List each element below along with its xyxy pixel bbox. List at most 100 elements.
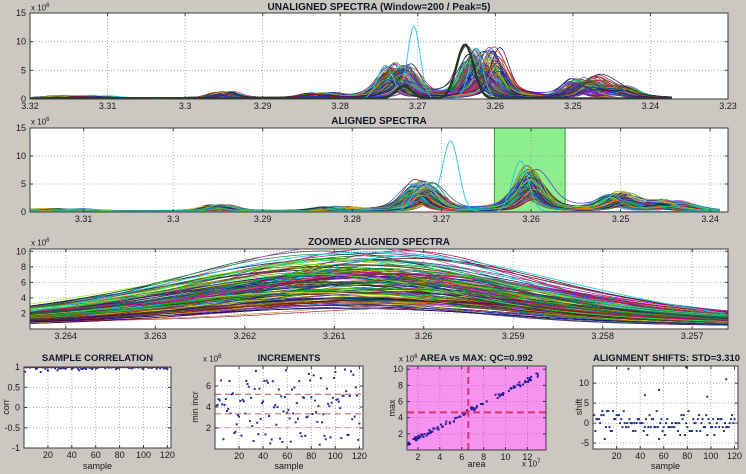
data-point	[80, 368, 83, 370]
data-point	[428, 432, 431, 435]
y-tick-label: 10	[16, 151, 26, 161]
data-point	[104, 367, 107, 370]
x-tick-label: 10	[500, 452, 510, 462]
y-tick-label: 5	[584, 398, 589, 408]
data-point	[720, 418, 723, 421]
data-point	[609, 430, 612, 432]
data-point	[686, 426, 689, 429]
y-tick-label: -0.5	[4, 423, 20, 433]
data-point	[650, 418, 653, 421]
data-point	[702, 426, 705, 429]
axes-box	[592, 365, 739, 450]
data-point	[358, 422, 361, 425]
data-point	[323, 434, 326, 437]
spectrum-line	[30, 259, 728, 316]
data-point	[72, 367, 74, 369]
data-point	[421, 434, 424, 436]
data-point	[530, 379, 532, 382]
x-tick-label: 8	[481, 452, 486, 462]
data-point	[678, 422, 681, 425]
data-point	[535, 372, 538, 375]
data-point	[42, 367, 45, 369]
chart-title-increments: INCREMENTS	[257, 353, 321, 364]
data-point	[258, 387, 261, 390]
data-point	[672, 426, 675, 429]
data-point	[342, 394, 345, 397]
data-point	[537, 373, 539, 376]
x-tick-label: 3.26	[522, 214, 540, 224]
data-point	[220, 379, 222, 382]
data-point	[419, 435, 422, 438]
data-point	[606, 410, 609, 413]
data-point	[141, 367, 144, 370]
y-tick-label: 15	[16, 8, 26, 18]
data-point	[227, 407, 230, 410]
data-point	[613, 418, 616, 421]
data-point	[667, 426, 670, 429]
x-tick-label: 3.264	[55, 331, 78, 341]
data-point	[262, 400, 265, 403]
area-vs-max-plot: 2 4 6 8 10 12 2 4 6 8 10	[393, 364, 547, 462]
data-point	[232, 392, 234, 395]
spectrum-line	[30, 251, 728, 315]
data-point	[699, 430, 702, 432]
data-point	[527, 379, 530, 382]
data-point	[57, 367, 60, 370]
data-point	[84, 367, 86, 369]
data-point	[700, 422, 703, 425]
data-point	[712, 418, 715, 421]
data-point	[307, 372, 310, 375]
data-point	[76, 367, 79, 370]
data-point	[647, 426, 650, 429]
x-tick-label: 3.28	[343, 214, 361, 224]
data-point	[481, 403, 484, 405]
y-tick-label: 8	[398, 380, 403, 390]
data-point	[636, 418, 639, 421]
data-point	[536, 375, 539, 378]
data-point	[502, 394, 504, 396]
data-point	[240, 434, 243, 437]
data-point	[319, 377, 322, 380]
data-point	[646, 434, 649, 436]
xlabel-alignment-shifts: sample	[650, 461, 680, 471]
data-point	[222, 438, 225, 441]
y-tick-label: 6	[206, 381, 211, 391]
data-point	[652, 418, 655, 421]
data-point	[264, 433, 267, 436]
data-point	[304, 434, 307, 437]
x-tick-label: 60	[659, 451, 669, 461]
data-point	[513, 386, 515, 389]
x-tick-label: 6	[459, 452, 464, 462]
data-point	[423, 433, 426, 435]
data-point	[472, 407, 475, 409]
data-point	[682, 414, 685, 417]
data-point	[607, 410, 610, 413]
data-point	[658, 438, 660, 440]
data-point	[518, 384, 521, 387]
x-tick-label: 100	[136, 450, 151, 460]
data-point	[322, 413, 325, 416]
data-point	[709, 426, 712, 429]
data-point	[671, 422, 673, 425]
data-point	[82, 367, 85, 369]
data-point	[344, 368, 346, 371]
data-point	[216, 404, 219, 406]
data-point	[459, 415, 462, 418]
data-point	[356, 394, 358, 397]
data-point	[306, 415, 309, 418]
data-point	[234, 430, 237, 433]
x-tick-label: 20	[234, 451, 244, 461]
data-point	[526, 377, 529, 380]
data-point	[253, 387, 256, 390]
data-point	[615, 414, 618, 417]
x-tick-label: 60	[282, 451, 292, 461]
data-point	[292, 412, 295, 415]
data-point	[603, 438, 606, 440]
data-point	[722, 430, 725, 432]
data-point	[655, 410, 658, 413]
data-point	[312, 374, 315, 377]
data-point	[687, 410, 690, 413]
data-point	[155, 367, 158, 370]
data-point	[612, 410, 614, 413]
y-tick-label: 0	[21, 207, 26, 217]
